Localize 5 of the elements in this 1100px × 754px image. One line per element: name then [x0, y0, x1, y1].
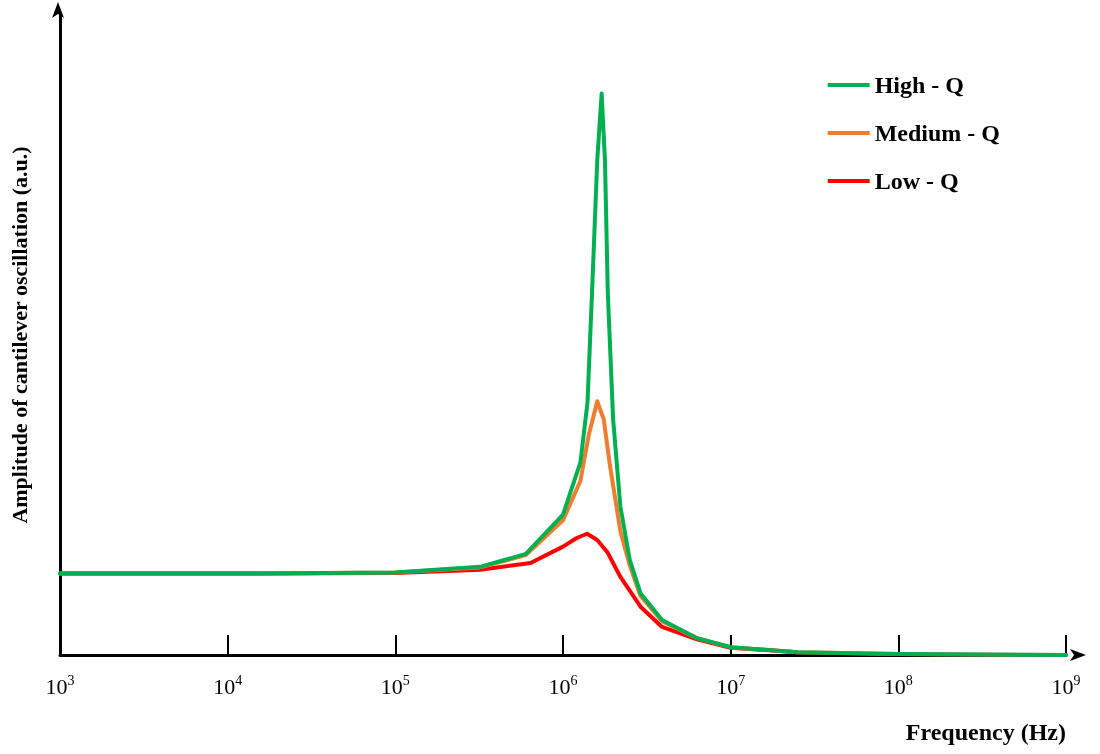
legend-label: Medium - Q [874, 120, 1001, 146]
legend-label: High - Q [874, 72, 965, 98]
y-axis-title: Amplitude of cantilever oscillation (a.u.) [6, 146, 32, 524]
legend-label: Low - Q [874, 168, 959, 194]
x-axis-title: Frequency (Hz) [905, 719, 1066, 745]
